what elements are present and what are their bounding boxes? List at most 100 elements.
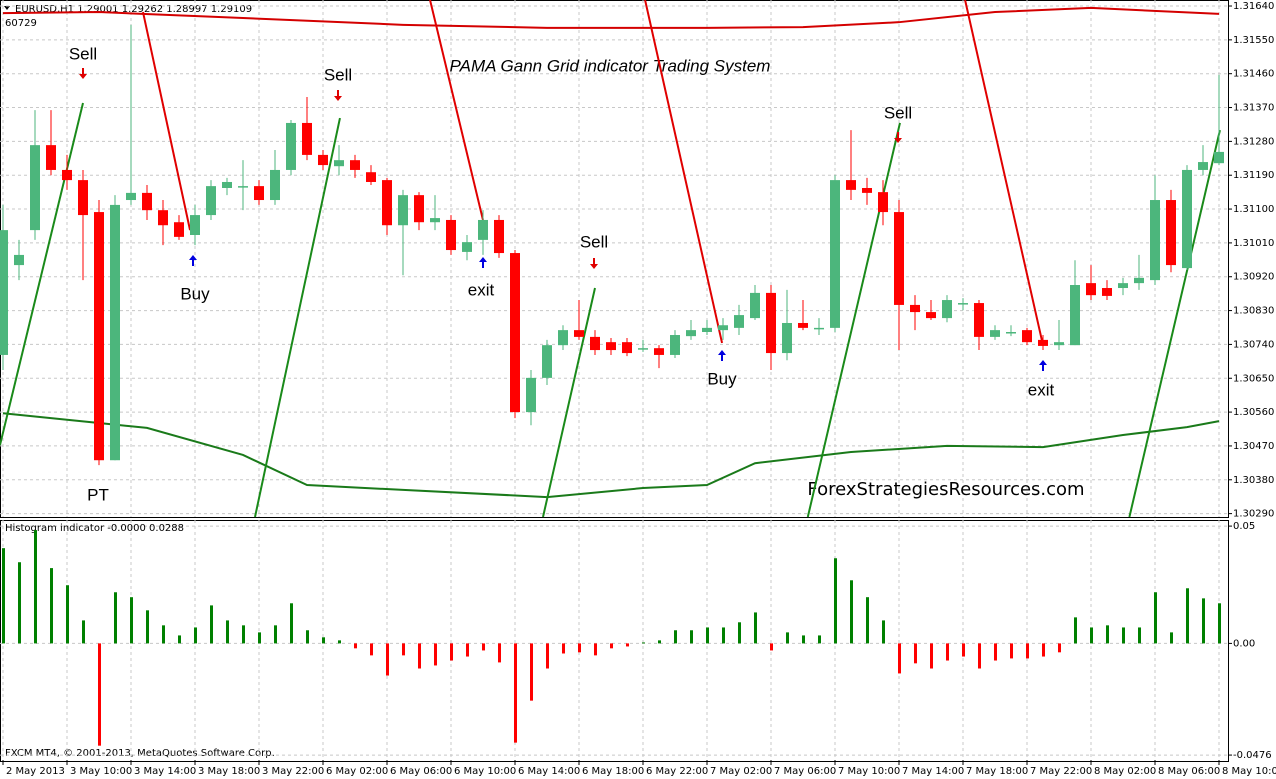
candle-body: [958, 303, 968, 305]
histogram-bar: [674, 630, 677, 644]
candle-body: [1182, 169, 1192, 269]
candle-body: [1134, 277, 1144, 284]
x-tick-label: 2 May 2013: [6, 766, 65, 777]
x-tick-label: 8 May 10:00: [1222, 766, 1276, 777]
candle-body: [478, 219, 488, 240]
candle-body: [62, 169, 72, 181]
histogram-bar: [210, 605, 213, 644]
candle-body: [558, 330, 568, 346]
footer: FXCM MT4, © 2001-2013, MetaQuotes Softwa…: [5, 748, 275, 759]
histogram-bar: [146, 610, 149, 644]
y-tick-label: 1.31370: [1233, 103, 1274, 114]
candle-body: [270, 169, 280, 201]
candle-body: [110, 204, 120, 461]
candle-body: [1054, 342, 1064, 346]
candle-body: [542, 345, 552, 378]
candle-body: [526, 377, 536, 413]
histogram-bar: [370, 643, 373, 656]
candle-body: [574, 330, 584, 337]
candle-body: [14, 254, 24, 266]
candle-body: [878, 192, 888, 213]
histogram-bar: [514, 643, 517, 743]
header-sub: 60729: [5, 18, 37, 29]
histogram-bar: [66, 585, 69, 644]
candle-body: [990, 330, 1000, 337]
histogram-bar: [1186, 588, 1189, 644]
candle-body: [814, 327, 824, 330]
histogram-bar: [1106, 625, 1109, 644]
histogram-bar: [1026, 643, 1029, 659]
histogram-bar: [690, 630, 693, 644]
candle-body: [318, 154, 328, 166]
y-tick-label: 1.30650: [1233, 373, 1274, 384]
histogram-bar: [610, 643, 613, 649]
candle-body: [254, 186, 264, 201]
histogram-bar: [354, 643, 357, 649]
candle-body: [142, 192, 152, 211]
y-tick-label: 1.31460: [1233, 69, 1274, 80]
histogram-bar: [642, 642, 645, 644]
histogram-bar: [178, 635, 181, 644]
candle-body: [686, 330, 696, 337]
arrow-down: [590, 258, 598, 269]
band-line: [2, 6, 1220, 29]
histogram-bar: [34, 530, 37, 644]
histogram-bar: [82, 620, 85, 644]
histogram-bar: [786, 632, 789, 644]
histogram-bar: [1042, 643, 1045, 657]
histogram-panel-border: [0, 520, 1229, 762]
candle-body: [1118, 283, 1128, 289]
histogram-bar: [962, 643, 965, 657]
candle-body: [654, 348, 664, 355]
y-tick-label: 1.30560: [1233, 407, 1274, 418]
histogram-bar: [130, 597, 133, 644]
y-tick-label: 0.00: [1233, 638, 1255, 649]
x-tick-label: 3 May 14:00: [134, 766, 196, 777]
candle-body: [1070, 285, 1080, 346]
candle-body: [350, 160, 360, 170]
x-tick-label: 3 May 10:00: [70, 766, 132, 777]
histogram-bar: [1058, 643, 1061, 653]
x-tick-label: 6 May 02:00: [326, 766, 388, 777]
arrow-down: [79, 68, 87, 79]
histogram-bar: [1090, 627, 1093, 644]
gann-line: [542, 287, 596, 518]
histogram-bar: [834, 558, 837, 644]
candle-body: [1006, 332, 1016, 334]
histogram-bar: [1218, 603, 1221, 644]
annotation: Sell: [884, 103, 912, 122]
histogram-bar: [898, 643, 901, 674]
candle-body: [622, 342, 632, 354]
x-tick-label: 6 May 14:00: [518, 766, 580, 777]
candle-body: [606, 342, 616, 351]
x-tick-label: 8 May 02:00: [1094, 766, 1156, 777]
histogram-bar: [1170, 632, 1173, 644]
candle-body: [510, 253, 520, 413]
x-tick-label: 7 May 02:00: [710, 766, 772, 777]
histogram-bar: [994, 643, 997, 661]
gann-line: [644, 0, 724, 344]
histogram-bar: [1010, 643, 1013, 659]
candle-body: [1022, 330, 1032, 343]
histogram-bar: [306, 630, 309, 644]
histogram-bar: [386, 643, 389, 676]
candle-body: [750, 292, 760, 319]
candle-body: [414, 195, 424, 223]
x-tick-label: 7 May 22:00: [1030, 766, 1092, 777]
candle-body: [910, 304, 920, 313]
arrow-up: [718, 350, 726, 361]
gann-line: [142, 11, 192, 231]
histogram-bar: [258, 632, 261, 644]
y-tick-label: 1.31100: [1233, 204, 1274, 215]
gann-line: [964, 0, 1044, 346]
histogram-bar: [658, 640, 661, 644]
x-tick-label: 7 May 18:00: [966, 766, 1028, 777]
histogram-bar: [450, 643, 453, 661]
candle-body: [974, 303, 984, 337]
arrow-down: [334, 90, 342, 101]
candle-body: [1166, 200, 1176, 266]
candle-body: [94, 212, 104, 461]
histogram-bar: [418, 643, 421, 669]
candle-body: [158, 210, 168, 226]
y-tick-label: 1.31010: [1233, 238, 1274, 249]
